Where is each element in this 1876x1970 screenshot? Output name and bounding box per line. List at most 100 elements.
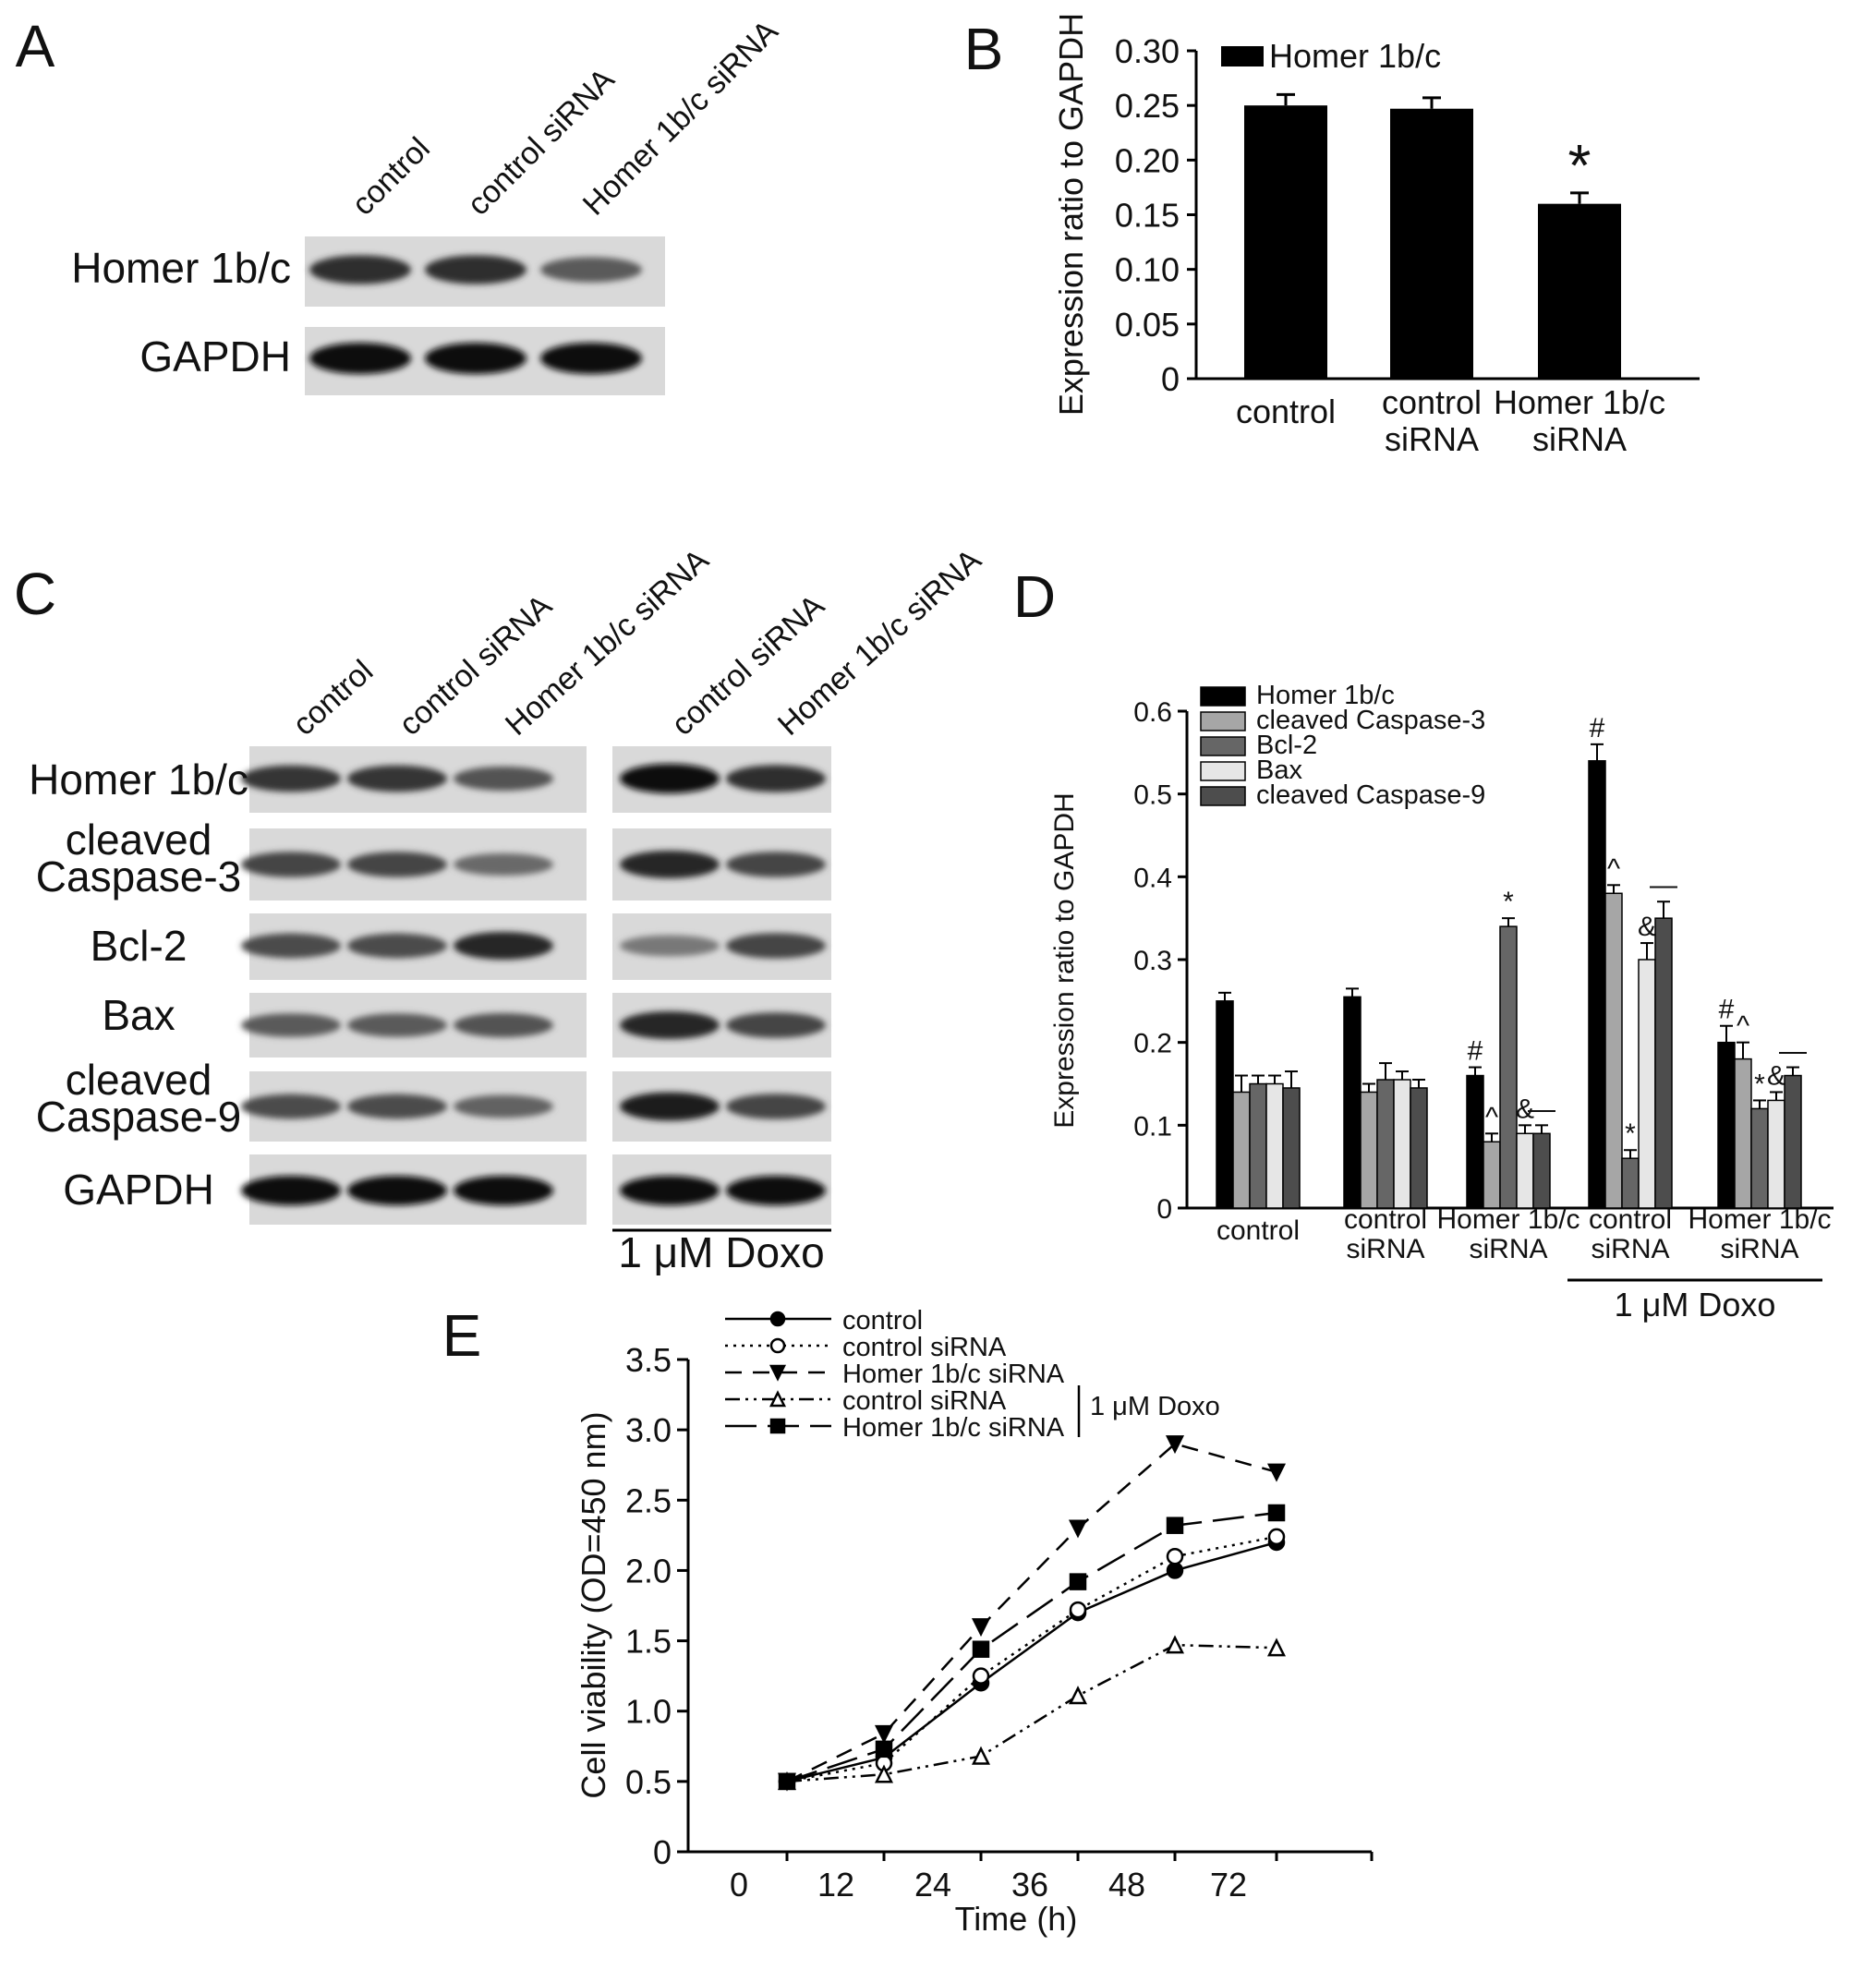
- blot-band: [347, 852, 447, 877]
- legend-label: Bax: [1256, 755, 1302, 785]
- panel-b-bar-chart: B 0 0.05 0.10 0.15 0.20 0.25 0.30 Expression rat…: [964, 13, 1700, 458]
- y-tick-label: 0.20: [1115, 141, 1180, 179]
- blot-row-label: Homer 1b/c: [29, 755, 248, 804]
- y-tick-label: 0: [653, 1833, 672, 1871]
- blot-row-label: Bax: [102, 991, 175, 1039]
- bar: [1244, 105, 1327, 380]
- blot-row-label: Homer 1b/c: [71, 244, 291, 292]
- lane-label: control: [345, 131, 437, 223]
- blot-band: [241, 1094, 341, 1119]
- blot-band: [454, 766, 553, 792]
- blot-band: [241, 1176, 341, 1205]
- data-point: [1166, 1562, 1184, 1579]
- x-tick-label: siRNA: [1385, 420, 1479, 458]
- y-tick-label: 0: [1156, 1194, 1172, 1225]
- x-tick-label: 72: [1210, 1866, 1247, 1904]
- bar: [1360, 1091, 1378, 1209]
- data-point: [1266, 1463, 1287, 1482]
- blot-band: [347, 765, 447, 792]
- data-point: [769, 1311, 786, 1327]
- y-tick-label: 0.30: [1115, 32, 1180, 70]
- y-axis-title: Expression ratio to GAPDH: [1052, 13, 1090, 416]
- data-point: [1166, 1517, 1184, 1534]
- legend-label: cleaved Caspase-9: [1256, 780, 1485, 810]
- x-tick-label: 36: [1011, 1866, 1048, 1904]
- blot-band: [726, 933, 826, 959]
- blot-row-label: Bcl-2: [91, 922, 188, 970]
- legend-label: Bcl-2: [1256, 731, 1317, 760]
- x-tick-label: Homer 1b/c: [1494, 383, 1665, 421]
- blot-row-label: cleaved: [66, 816, 212, 864]
- blot-band: [620, 1176, 720, 1205]
- significance-mark: #: [1590, 713, 1605, 743]
- panel-label-a: A: [16, 13, 55, 79]
- series-path: [786, 1541, 1277, 1783]
- significance-mark: —: [1528, 1094, 1555, 1124]
- data-point: [972, 1667, 990, 1685]
- bar: [1604, 892, 1623, 1209]
- y-tick-label: 0.10: [1115, 251, 1180, 289]
- lane-label: control: [286, 653, 380, 743]
- legend-label: cleaved Caspase-3: [1256, 706, 1485, 735]
- blot-row-label: cleaved: [66, 1056, 212, 1104]
- bar: [1265, 1082, 1284, 1209]
- blot-row-label: Caspase-9: [36, 1093, 241, 1141]
- blot-band: [540, 343, 642, 374]
- bar: [1538, 203, 1621, 379]
- significance-mark: *: [1754, 1069, 1765, 1099]
- legend-label: Homer 1b/c siRNA: [842, 1413, 1065, 1443]
- y-tick-label: 0.1: [1133, 1111, 1172, 1142]
- bar: [1410, 1087, 1428, 1209]
- panel-d-bar-chart: D 0 0.1 0.2 0.3 0.4 0.5 0.6 Expression ratio to …: [1013, 563, 1834, 1323]
- blot-band: [620, 935, 720, 957]
- significance-mark: #: [1719, 995, 1735, 1025]
- blot-row-label: GAPDH: [139, 332, 291, 381]
- blot-band: [347, 933, 447, 959]
- bar: [1232, 1091, 1251, 1209]
- x-tick-label: 12: [817, 1866, 854, 1904]
- bar: [1654, 917, 1673, 1209]
- panel-label-e: E: [442, 1302, 482, 1369]
- data-point: [874, 1724, 894, 1744]
- x-tick-label: 48: [1108, 1866, 1145, 1904]
- blot-band: [726, 765, 826, 792]
- x-tick-label: siRNA: [1591, 1234, 1669, 1264]
- blot-band: [620, 1010, 720, 1040]
- bar: [1343, 996, 1362, 1209]
- blot-row-label: Caspase-3: [36, 852, 241, 900]
- bar: [1638, 959, 1656, 1209]
- lane-label: Homer 1b/c siRNA: [576, 13, 785, 222]
- panel-e-line-chart: E 0 0.5 1.0 1.5 2.0 2.5 3.0 3.5 Cell viability (O…: [442, 1302, 1374, 1938]
- blot-band: [309, 255, 411, 284]
- blot-band: [425, 343, 526, 374]
- y-tick-label: 0.6: [1133, 697, 1172, 728]
- y-tick-label: 0.4: [1133, 863, 1172, 893]
- blot-band: [309, 343, 411, 374]
- bar: [1621, 1157, 1640, 1209]
- series-path: [786, 1643, 1277, 1783]
- x-tick-label: control: [1344, 1204, 1427, 1235]
- blot-band: [347, 1176, 447, 1205]
- data-point: [769, 1337, 786, 1354]
- y-tick-label: 0.5: [625, 1763, 672, 1801]
- x-tick-label: siRNA: [1720, 1234, 1798, 1264]
- x-tick-label: Homer 1b/c: [1688, 1204, 1831, 1235]
- blot-row: [241, 913, 831, 980]
- y-tick-label: 0.3: [1133, 946, 1172, 976]
- bar: [1390, 108, 1473, 379]
- panel-label-c: C: [14, 561, 56, 627]
- data-point: [778, 1772, 796, 1791]
- legend-label: control: [842, 1306, 923, 1335]
- blot-row: [241, 828, 831, 900]
- y-tick-label: 0.15: [1115, 197, 1180, 235]
- bar: [1734, 1058, 1752, 1209]
- bar: [1499, 925, 1518, 1209]
- y-tick-label: 3.5: [625, 1341, 672, 1379]
- data-point: [769, 1390, 787, 1408]
- significance-mark: ^: [1737, 1011, 1749, 1042]
- panel-label-d: D: [1013, 563, 1056, 630]
- legend-label: control siRNA: [842, 1333, 1007, 1362]
- x-tick-label: 0: [730, 1866, 748, 1904]
- bar: [1282, 1087, 1301, 1209]
- legend-label: control siRNA: [842, 1386, 1007, 1416]
